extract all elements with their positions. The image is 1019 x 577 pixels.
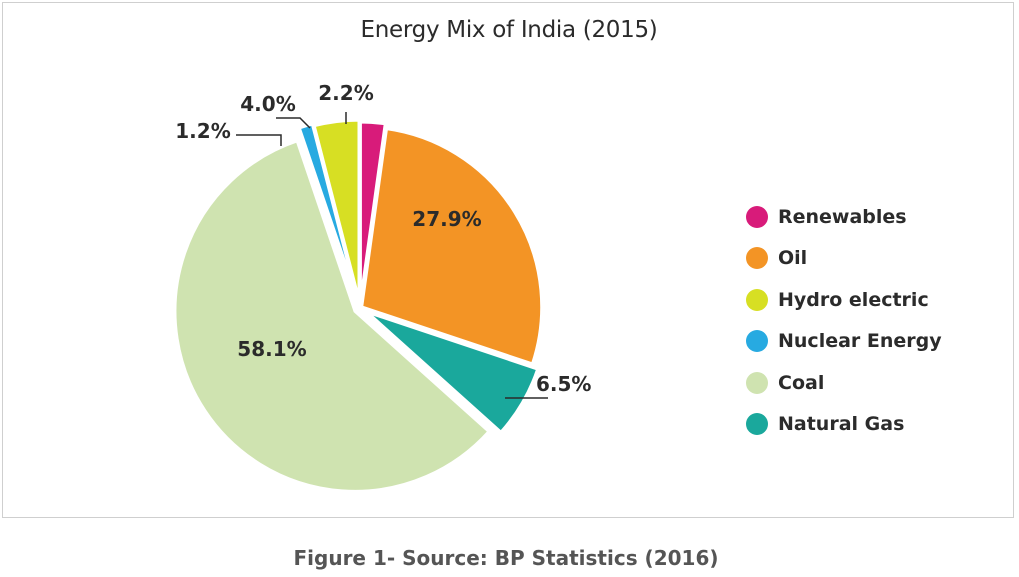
slice-value-label: 4.0% [240,92,295,116]
slice-value-label: 58.1% [237,337,306,361]
slice-value-label: 27.9% [412,207,481,231]
legend: Renewables Oil Hydro electric Nuclear En… [746,196,1006,445]
legend-item-natural-gas: Natural Gas [746,404,1006,446]
pie-slice-oil [360,126,544,366]
figure-caption: Figure 1- Source: BP Statistics (2016) [293,546,719,570]
legend-label: Oil [778,247,808,270]
chart-title: Energy Mix of India (2015) [360,17,658,43]
pie-chart: 2.2% 27.9% 6.5% 58.1% 1.2% 4.0% [173,81,591,493]
leader-line [276,117,311,129]
legend-item-renewables: Renewables [746,196,1006,238]
legend-swatch [746,371,768,394]
legend-swatch [746,330,768,353]
legend-swatch [746,247,768,270]
pie-slice-hydro-electric [312,118,361,301]
legend-item-coal: Coal [746,362,1006,404]
pie-slice-coal [173,138,492,493]
legend-swatch [746,413,768,436]
legend-swatch [746,205,768,228]
leader-line [236,134,282,146]
legend-label: Coal [778,371,825,394]
slice-value-label: 2.2% [318,81,373,105]
legend-label: Hydro electric [778,288,929,311]
legend-item-oil: Oil [746,238,1006,280]
pie-slice-nuclear-energy [297,122,359,299]
legend-item-nuclear-energy: Nuclear Energy [746,321,1006,363]
legend-label: Renewables [778,205,907,228]
legend-item-hydro-electric: Hydro electric [746,279,1006,321]
legend-label: Nuclear Energy [778,330,942,353]
pie-slice-natural-gas [365,310,540,435]
slice-value-label: 6.5% [536,372,591,396]
slice-value-label: 1.2% [175,119,230,143]
legend-swatch [746,288,768,311]
legend-label: Natural Gas [778,413,905,436]
